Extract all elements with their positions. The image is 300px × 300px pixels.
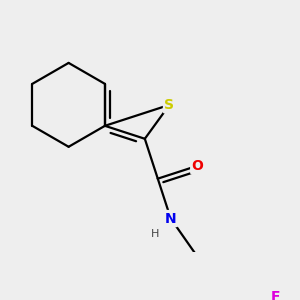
- Text: N: N: [165, 212, 177, 226]
- Text: H: H: [151, 230, 159, 239]
- Text: S: S: [164, 98, 175, 112]
- Text: O: O: [192, 159, 204, 173]
- Text: F: F: [270, 290, 280, 300]
